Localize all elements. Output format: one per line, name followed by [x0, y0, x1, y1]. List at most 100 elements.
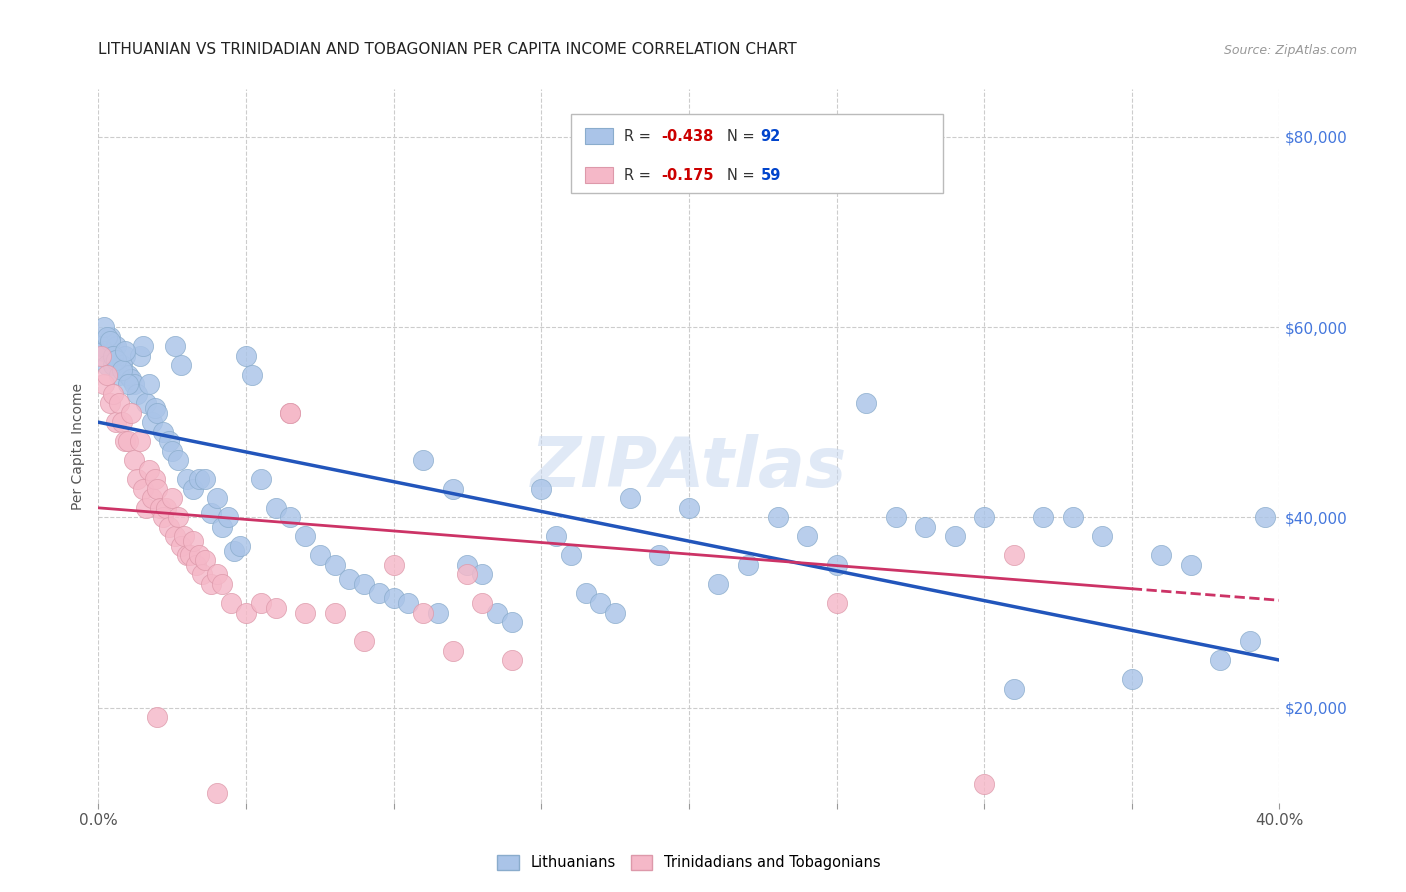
Point [181, 534, 204, 549]
Point [98, 334, 121, 349]
Point [471, 567, 494, 582]
Point [90, 349, 112, 363]
Point [125, 386, 148, 401]
Point [155, 500, 177, 515]
Point [309, 549, 332, 563]
Text: R =: R = [624, 168, 655, 183]
Point [105, 353, 128, 368]
Point [1180, 558, 1202, 572]
Point [486, 606, 509, 620]
Point [884, 510, 907, 524]
Point [1150, 549, 1173, 563]
Point [138, 463, 160, 477]
Point [1062, 510, 1084, 524]
Point [93, 343, 115, 358]
Point [194, 553, 217, 567]
Point [111, 363, 134, 377]
Point [224, 543, 246, 558]
Point [1209, 653, 1232, 667]
Point [441, 643, 464, 657]
Point [353, 634, 375, 648]
Point [128, 349, 150, 363]
Point [605, 606, 627, 620]
Point [560, 549, 582, 563]
Point [103, 386, 125, 401]
Point [678, 500, 700, 515]
Point [278, 406, 302, 420]
Point [176, 549, 198, 563]
Point [368, 586, 391, 600]
Point [93, 377, 115, 392]
Point [167, 510, 190, 524]
Point [114, 349, 136, 363]
Point [181, 482, 204, 496]
Point [179, 549, 201, 563]
Point [412, 453, 434, 467]
Point [589, 596, 612, 610]
Point [96, 368, 118, 382]
Point [546, 529, 568, 543]
Point [90, 339, 112, 353]
Point [456, 558, 478, 572]
Point [141, 415, 163, 429]
Point [135, 500, 157, 515]
Point [132, 482, 155, 496]
Point [211, 577, 233, 591]
Point [1032, 510, 1054, 524]
Point [114, 434, 136, 449]
Point [973, 777, 995, 791]
Point [98, 329, 121, 343]
Point [264, 500, 287, 515]
Point [205, 491, 228, 506]
Point [1002, 681, 1025, 696]
Point [191, 567, 214, 582]
Point [108, 368, 131, 382]
Text: Source: ZipAtlas.com: Source: ZipAtlas.com [1223, 44, 1357, 57]
Point [1121, 672, 1143, 686]
Point [111, 415, 134, 429]
Point [149, 500, 172, 515]
Point [766, 510, 789, 524]
Point [138, 377, 160, 392]
Point [135, 396, 157, 410]
Point [501, 615, 523, 629]
Point [187, 472, 209, 486]
Point [211, 520, 233, 534]
Point [141, 491, 163, 506]
Point [264, 600, 287, 615]
Text: R =: R = [624, 128, 655, 144]
Point [146, 710, 169, 724]
Point [96, 358, 118, 372]
Point [441, 482, 464, 496]
Point [120, 406, 142, 420]
Point [105, 415, 128, 429]
Point [217, 510, 239, 524]
Point [132, 339, 155, 353]
Point [157, 520, 180, 534]
Point [200, 506, 222, 520]
Point [278, 406, 302, 420]
Point [825, 558, 848, 572]
Point [396, 596, 419, 610]
Point [152, 425, 174, 439]
Point [1002, 549, 1025, 563]
Point [323, 558, 346, 572]
Point [574, 586, 596, 600]
Point [173, 529, 195, 543]
Point [146, 406, 169, 420]
Point [96, 329, 118, 343]
Point [176, 472, 198, 486]
Text: -0.438: -0.438 [661, 128, 713, 144]
Point [103, 358, 125, 372]
Point [737, 558, 759, 572]
Point [619, 491, 641, 506]
Point [825, 596, 848, 610]
Point [1254, 510, 1277, 524]
Point [250, 596, 273, 610]
Point [105, 339, 128, 353]
Point [648, 549, 671, 563]
Point [200, 577, 222, 591]
Point [146, 482, 169, 496]
Text: -0.175: -0.175 [661, 168, 713, 183]
Point [184, 558, 207, 572]
